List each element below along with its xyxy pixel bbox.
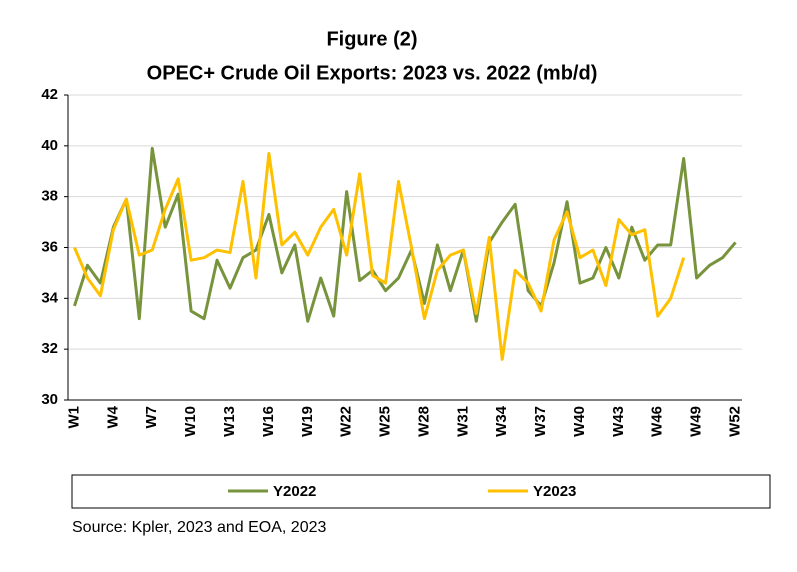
x-tick-label: W37 bbox=[532, 406, 549, 437]
y-tick-label: 42 bbox=[41, 86, 58, 103]
x-tick-label: W19 bbox=[299, 406, 316, 437]
source-note: Source: Kpler, 2023 and EOA, 2023 bbox=[72, 519, 327, 536]
legend-label: Y2022 bbox=[273, 483, 316, 500]
x-tick-label: W1 bbox=[65, 406, 82, 429]
x-tick-label: W22 bbox=[338, 406, 355, 437]
y-tick-label: 32 bbox=[41, 340, 58, 357]
y-tick-label: 30 bbox=[41, 391, 58, 408]
legend-box bbox=[71, 474, 771, 509]
x-tick-label: W25 bbox=[377, 406, 394, 437]
x-tick-label: W7 bbox=[143, 406, 160, 429]
x-tick-label: W16 bbox=[260, 406, 277, 437]
legend-label: Y2023 bbox=[533, 483, 576, 500]
series-line bbox=[73, 151, 686, 361]
x-tick-label: W40 bbox=[571, 406, 588, 437]
y-tick-label: 36 bbox=[41, 238, 58, 255]
x-tick-label: W31 bbox=[454, 406, 471, 437]
x-tick-label: W43 bbox=[610, 406, 627, 437]
x-tick-label: W46 bbox=[649, 406, 666, 437]
x-tick-label: W13 bbox=[221, 406, 238, 437]
chart-subtitle: OPEC+ Crude Oil Exports: 2023 vs. 2022 (… bbox=[147, 62, 598, 84]
x-tick-label: W4 bbox=[104, 405, 121, 428]
y-tick-label: 40 bbox=[41, 137, 58, 154]
x-tick-label: W34 bbox=[493, 405, 510, 437]
x-tick-label: W52 bbox=[726, 406, 743, 437]
y-tick-label: 34 bbox=[41, 289, 58, 306]
x-tick-label: W49 bbox=[688, 406, 705, 437]
series-line bbox=[73, 146, 737, 323]
y-tick-label: 38 bbox=[41, 188, 58, 205]
x-tick-label: W28 bbox=[415, 406, 432, 437]
x-tick-label: W10 bbox=[182, 406, 199, 437]
chart-title: Figure (2) bbox=[326, 28, 417, 50]
